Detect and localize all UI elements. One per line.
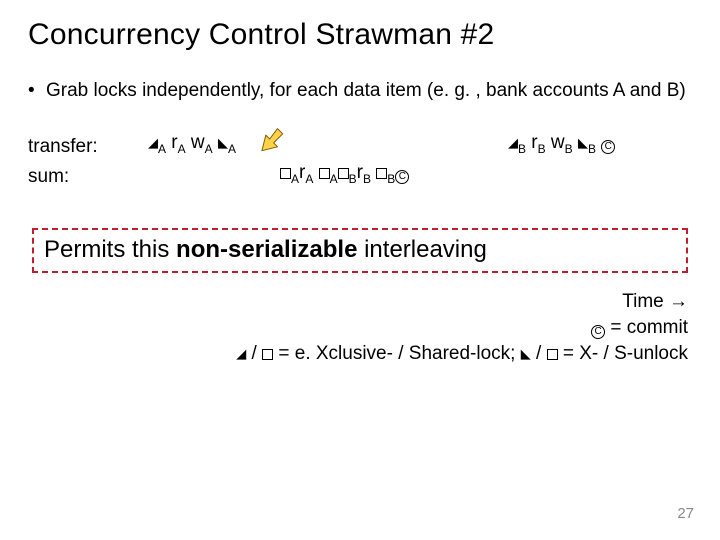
bullet-main: Grab locks independently, for each data … [28,80,692,102]
sum-ops: ArA ABrB BC [280,162,409,186]
sunlock-icon [376,168,387,179]
sub-b: B [363,172,371,186]
sunlock-icon [547,349,558,360]
callout-suffix: interleaving [357,236,486,263]
label-transfer: transfer: [28,132,98,162]
label-sum: sum: [28,162,69,192]
legend-commit-text: = commit [605,317,688,338]
legend-time: Time → [28,289,688,315]
xunlock-icon: ◣ [578,135,588,151]
callout-box: Permits this non-serializable interleavi… [32,228,688,273]
xlock-icon: ◢ [148,135,158,151]
sub-a: A [178,142,186,156]
slock-icon [280,168,291,179]
xunlock-icon: ◣ [521,345,531,363]
legend-lock-text: = e. Xclusive- / Shared-lock; [273,343,521,364]
slide: Concurrency Control Strawman #2 Grab loc… [0,0,720,540]
callout-bold: non-serializable [176,236,357,263]
timeline: transfer: sum: ◢A rA wA ◣A ◢B rB wB ◣B C… [28,132,692,202]
xunlock-icon: ◣ [218,135,228,151]
sub-a: A [291,172,299,186]
sub-a: A [228,142,236,156]
sub-b: B [588,142,596,156]
legend-locks: ◢ / = e. Xclusive- / Shared-lock; ◣ / = … [28,341,688,367]
sub-b: B [349,172,357,186]
slock-icon [338,168,349,179]
slide-title: Concurrency Control Strawman #2 [28,18,692,52]
interleave-arrow-icon [258,126,284,158]
sunlock-icon [319,168,330,179]
sub-a: A [305,172,313,186]
op-wB: w [551,132,565,153]
commit-icon: C [601,140,615,154]
commit-icon: C [591,325,605,339]
sub-a: A [330,172,338,186]
commit-icon: C [395,170,409,184]
sub-b: B [387,172,395,186]
page-number: 27 [677,505,694,522]
legend-sep1: / [246,343,262,364]
sub-b: B [518,142,526,156]
xlock-icon: ◢ [236,345,246,363]
sub-b: B [565,142,573,156]
transfer-A-ops: ◢A rA wA ◣A [148,132,236,156]
legend-unlock-text: = X- / S-unlock [558,343,688,364]
transfer-B-ops: ◢B rB wB ◣B C [508,132,615,156]
legend: Time → C = commit ◢ / = e. Xclusive- / S… [28,289,692,366]
slock-icon [262,349,273,360]
sub-b: B [538,142,546,156]
callout-prefix: Permits this [44,236,176,263]
legend-commit: C = commit [28,315,688,341]
op-wA: w [191,132,205,153]
sub-a: A [205,142,213,156]
legend-sep2: / [531,343,547,364]
sub-a: A [158,142,166,156]
xlock-icon: ◢ [508,135,518,151]
